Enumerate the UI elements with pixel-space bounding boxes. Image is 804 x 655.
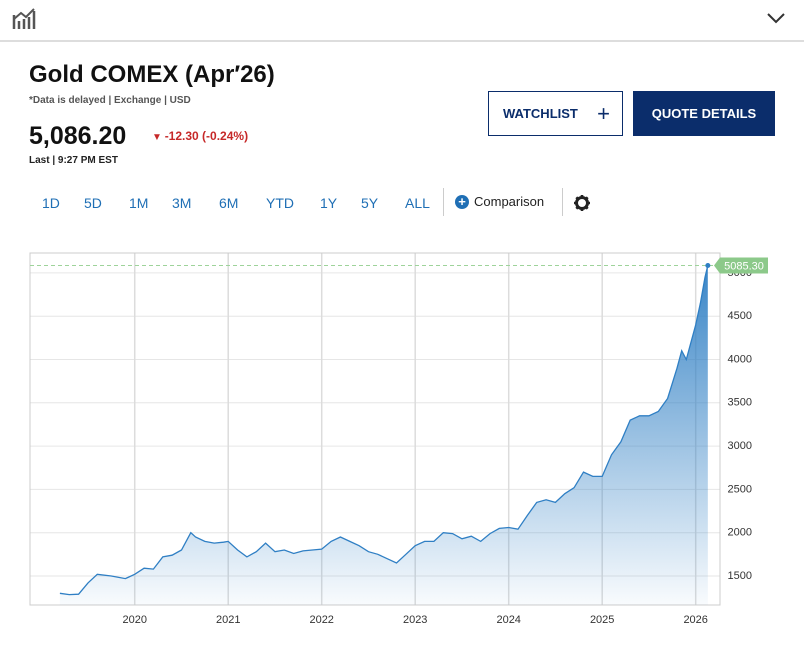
- comparison-button[interactable]: + Comparison: [455, 194, 544, 209]
- range-tab[interactable]: 5Y: [361, 195, 379, 211]
- chevron[interactable]: [766, 10, 786, 26]
- range-tab[interactable]: 1Y: [320, 195, 338, 211]
- y-tick-label: 3000: [728, 440, 752, 452]
- x-tick-label: 2021: [216, 614, 240, 626]
- x-tick-label: 2023: [403, 614, 427, 626]
- comparison-label: Comparison: [474, 194, 545, 209]
- x-tick-label: 2020: [122, 614, 146, 626]
- subtitle: *Data is delayed | Exchange | USD: [29, 95, 191, 106]
- range-tab[interactable]: 3M: [172, 195, 192, 211]
- change: ▼ -12.30 (-0.24%): [152, 129, 249, 143]
- chart-icon[interactable]: [12, 7, 36, 31]
- y-tick-label: 2000: [728, 527, 752, 539]
- watchlist-label: WATCHLIST: [503, 106, 578, 121]
- x-tick-label: 2025: [590, 614, 614, 626]
- x-tick-label: 2026: [683, 614, 707, 626]
- range-tab[interactable]: 1M: [129, 195, 149, 211]
- x-tick-label: 2024: [496, 614, 520, 626]
- y-tick-label: 3500: [728, 397, 752, 409]
- range-tab[interactable]: 5D: [84, 195, 102, 211]
- price: 5,086.20: [29, 122, 127, 150]
- quote-details-button[interactable]: QUOTE DETAILS: [633, 91, 775, 136]
- y-tick-label: 4000: [728, 353, 752, 365]
- quote-details-label: QUOTE DETAILS: [651, 106, 757, 121]
- change-value: -12.30 (-0.24%): [164, 129, 249, 143]
- value-tag-label: 5085.30: [724, 260, 764, 272]
- x-tick-label: 2022: [309, 614, 333, 626]
- last-point: [705, 263, 711, 269]
- top-bar: [0, 0, 804, 42]
- separator: [443, 188, 444, 216]
- y-tick-label: 1500: [728, 570, 752, 582]
- area: [59, 265, 708, 605]
- settings-icon[interactable]: [573, 194, 591, 212]
- range-tab[interactable]: YTD: [266, 195, 294, 211]
- y-tick-label: 2500: [728, 483, 752, 495]
- value-tag: [714, 257, 768, 274]
- separator: [562, 188, 563, 216]
- last-time: Last | 9:27 PM EST: [29, 155, 118, 166]
- range-tab[interactable]: 1D: [42, 195, 60, 211]
- watchlist-button[interactable]: WATCHLIST +: [488, 91, 623, 136]
- range-tab[interactable]: ALL: [405, 195, 430, 211]
- y-tick-label: 4500: [728, 310, 752, 322]
- line: [59, 265, 709, 596]
- title: Gold COMEX (Apr′26): [29, 61, 275, 88]
- range-tab[interactable]: 6M: [219, 195, 239, 211]
